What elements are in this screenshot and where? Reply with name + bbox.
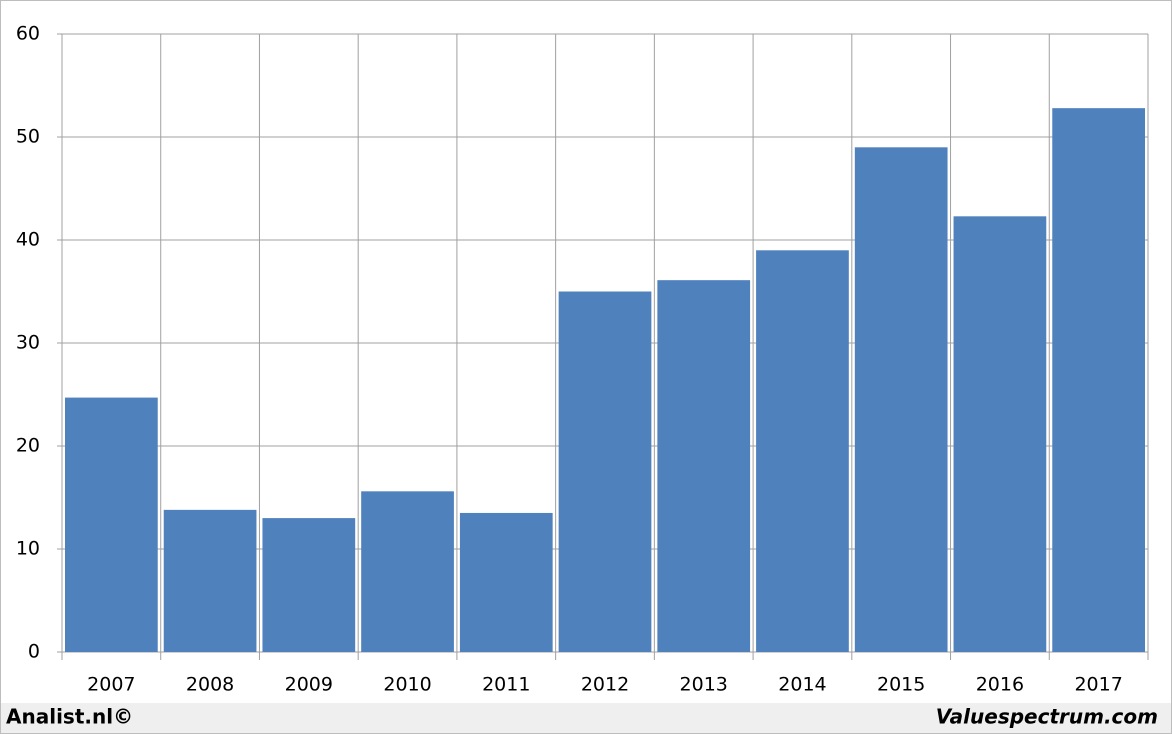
footer-strip (1, 703, 1171, 733)
bar (1052, 108, 1145, 652)
bar (262, 518, 356, 652)
bar (459, 512, 553, 652)
bar (65, 397, 158, 652)
x-tick-label: 2009 (285, 674, 333, 696)
footer-right: Valuespectrum.com (936, 705, 1158, 729)
x-tick-label: 2008 (186, 674, 234, 696)
y-tick-label: 40 (16, 229, 40, 251)
bar (361, 491, 454, 652)
y-tick-label: 50 (16, 126, 40, 148)
y-tick-label: 20 (16, 435, 40, 457)
bar (854, 147, 948, 653)
x-tick-label: 2013 (680, 674, 728, 696)
x-tick-label: 2011 (482, 674, 530, 696)
bar (657, 280, 751, 652)
bar (756, 250, 849, 653)
bar (163, 509, 257, 652)
x-tick-label: 2007 (87, 674, 135, 696)
y-tick-label: 0 (28, 641, 40, 663)
x-tick-label: 2017 (1074, 674, 1122, 696)
x-tick-label: 2014 (778, 674, 826, 696)
y-tick-label: 60 (16, 23, 40, 45)
x-tick-label: 2015 (877, 674, 925, 696)
y-tick-label: 30 (16, 332, 40, 354)
x-tick-label: 2016 (976, 674, 1024, 696)
x-tick-label: 2010 (383, 674, 431, 696)
x-tick-label: 2012 (581, 674, 629, 696)
y-tick-label: 10 (16, 538, 40, 560)
bar (558, 291, 652, 652)
footer-left: Analist.nl© (6, 705, 133, 729)
bar (953, 216, 1047, 652)
